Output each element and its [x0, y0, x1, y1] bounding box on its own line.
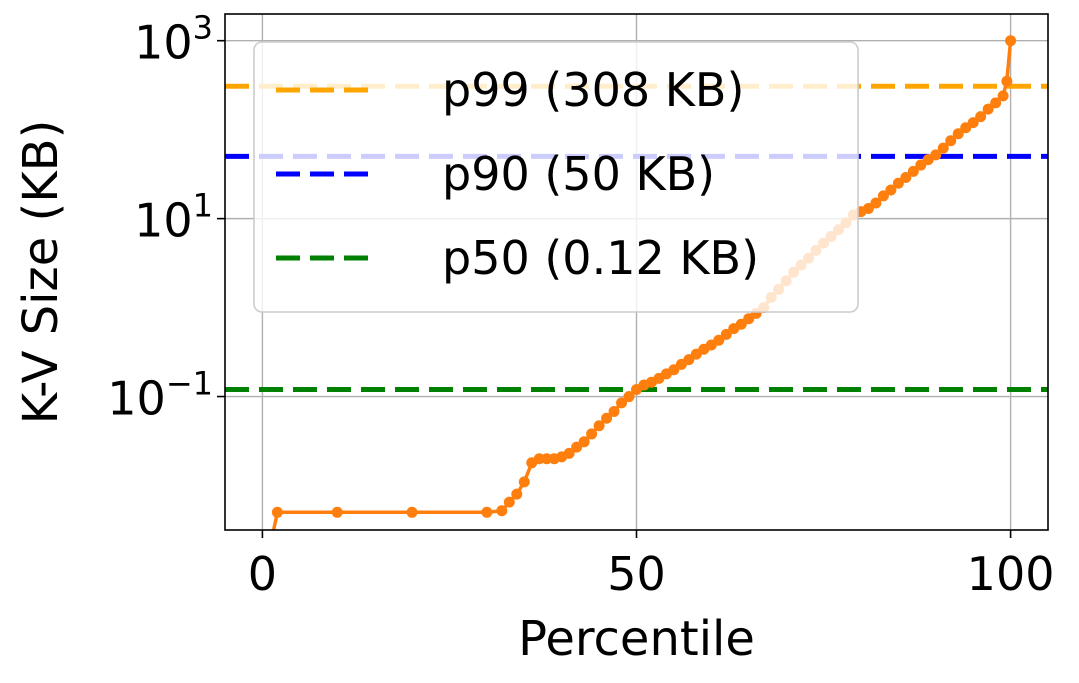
data-point	[271, 506, 283, 518]
data-point	[907, 165, 919, 177]
data-point	[720, 328, 732, 340]
x-tick-label: 100	[967, 547, 1055, 601]
data-point	[892, 177, 904, 189]
data-point	[945, 135, 957, 147]
data-point	[503, 496, 515, 508]
data-point	[623, 391, 635, 403]
legend: p99 (308 KB) p90 (50 KB) p50 (0.12 KB)	[253, 41, 859, 313]
data-point	[930, 149, 942, 161]
data-point	[900, 171, 912, 183]
legend-label: p90 (50 KB)	[442, 147, 715, 201]
data-point	[885, 184, 897, 196]
data-point	[877, 190, 889, 202]
legend-label: p99 (308 KB)	[442, 63, 744, 117]
data-point	[518, 476, 530, 488]
data-point	[937, 142, 949, 154]
y-tick-label: 10−1	[107, 365, 213, 426]
data-point	[578, 436, 590, 448]
data-point	[713, 334, 725, 346]
x-axis-title: Percentile	[518, 611, 755, 667]
data-point	[331, 506, 343, 518]
data-point	[990, 97, 1002, 109]
y-axis-title: K-V Size (KB)	[13, 120, 69, 425]
data-point	[952, 128, 964, 140]
data-point	[616, 397, 628, 409]
data-point	[593, 420, 605, 432]
data-point	[870, 197, 882, 209]
data-point	[1005, 35, 1017, 47]
data-point	[481, 506, 493, 518]
data-point	[967, 117, 979, 129]
x-tick-label: 50	[607, 547, 666, 601]
axis-ticks: 0 50 100 10−1 101 103	[107, 9, 1054, 601]
data-point	[997, 90, 1009, 102]
data-point	[1001, 75, 1013, 87]
data-point	[975, 111, 987, 123]
x-tick-label: 0	[248, 547, 277, 601]
data-point	[982, 103, 994, 115]
data-point	[608, 405, 620, 417]
y-tick-label: 101	[134, 187, 213, 248]
data-point	[586, 428, 598, 440]
y-tick-label: 103	[134, 9, 213, 70]
legend-box	[253, 41, 859, 313]
data-point	[511, 488, 523, 500]
data-point	[563, 447, 575, 459]
data-point	[406, 506, 418, 518]
series-group	[271, 35, 1017, 530]
data-point	[496, 505, 508, 517]
data-series	[271, 35, 1017, 530]
data-point	[601, 412, 613, 424]
legend-label: p50 (0.12 KB)	[442, 231, 759, 285]
